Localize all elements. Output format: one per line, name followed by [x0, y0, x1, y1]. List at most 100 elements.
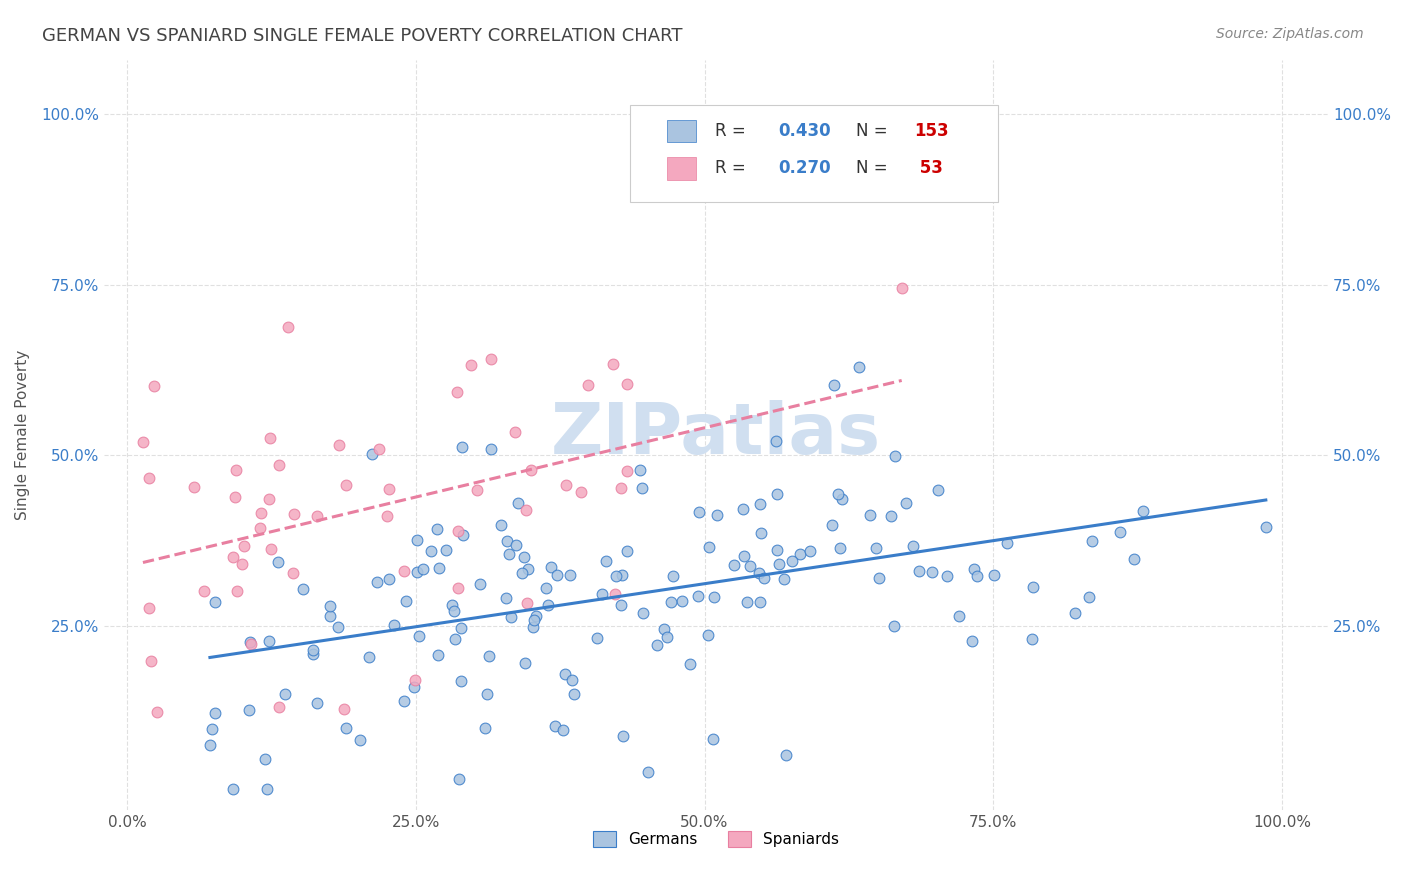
Spaniards [138, 470, 160, 484]
Germans [450, 440, 472, 454]
Germans [661, 595, 683, 609]
Germans [427, 560, 450, 574]
Germans [1064, 606, 1087, 620]
Germans [405, 566, 427, 580]
Germans [564, 687, 586, 701]
Germans [540, 560, 562, 574]
Spaniards [259, 431, 281, 445]
Germans [960, 634, 983, 648]
Germans [450, 673, 472, 688]
Germans [524, 609, 547, 624]
Germans [637, 764, 659, 779]
Germans [749, 526, 772, 541]
Germans [1021, 580, 1043, 594]
Germans [859, 508, 882, 522]
Germans [616, 544, 638, 558]
Germans [935, 569, 957, 583]
Spaniards [249, 506, 271, 520]
Germans [522, 620, 544, 634]
Germans [328, 620, 350, 634]
Germans [827, 487, 849, 501]
Germans [513, 656, 536, 670]
Germans [661, 569, 683, 583]
Spaniards [569, 485, 592, 500]
Germans [610, 599, 633, 613]
Spaniards [616, 376, 638, 391]
Germans [558, 568, 581, 582]
Spaniards [249, 521, 271, 535]
Text: 0.430: 0.430 [779, 122, 831, 140]
Germans [349, 733, 371, 747]
Germans [499, 610, 522, 624]
FancyBboxPatch shape [666, 157, 696, 179]
Germans [880, 509, 903, 524]
Germans [740, 559, 762, 574]
Spaniards [375, 508, 398, 523]
Spaniards [460, 358, 482, 372]
Germans [789, 547, 811, 561]
Text: N =: N = [856, 160, 893, 178]
Germans [768, 557, 790, 571]
Germans [723, 558, 745, 573]
Germans [444, 632, 467, 646]
Germans [377, 572, 399, 586]
Germans [512, 566, 534, 581]
Spaniards [281, 566, 304, 581]
Spaniards [277, 320, 299, 334]
Germans [1132, 504, 1154, 518]
Spaniards [221, 550, 243, 565]
Germans [748, 497, 770, 511]
Germans [1080, 533, 1102, 548]
Spaniards [183, 480, 205, 494]
Germans [204, 706, 226, 720]
Germans [479, 442, 502, 457]
Germans [441, 598, 464, 612]
Spaniards [447, 524, 470, 539]
Germans [821, 518, 844, 533]
Germans [688, 505, 710, 519]
Spaniards [305, 509, 328, 524]
Spaniards [616, 464, 638, 478]
Germans [631, 606, 654, 620]
Germans [765, 434, 787, 449]
Germans [948, 609, 970, 624]
Spaniards [259, 492, 281, 507]
Germans [752, 571, 775, 585]
Germans [551, 723, 574, 737]
Germans [586, 631, 609, 645]
Spaniards [333, 701, 356, 715]
Spaniards [269, 458, 291, 473]
Germans [496, 534, 519, 549]
Spaniards [328, 438, 350, 452]
Germans [995, 536, 1018, 550]
Germans [256, 782, 278, 797]
Germans [679, 657, 702, 671]
Germans [513, 549, 536, 564]
Germans [517, 562, 540, 576]
Germans [204, 595, 226, 609]
Germans [404, 680, 426, 694]
Germans [361, 447, 384, 461]
Text: R =: R = [714, 160, 751, 178]
Germans [612, 568, 634, 582]
Germans [830, 541, 852, 555]
Germans [831, 491, 853, 506]
Germans [495, 591, 517, 606]
Spaniards [555, 478, 578, 492]
Germans [772, 572, 794, 586]
Germans [238, 703, 260, 717]
Germans [505, 538, 527, 552]
Germans [731, 502, 754, 516]
Spaniards [576, 377, 599, 392]
Germans [645, 638, 668, 652]
Germans [903, 539, 925, 553]
Spaniards [146, 705, 169, 719]
Germans [697, 541, 720, 555]
Spaniards [335, 478, 357, 492]
Germans [591, 587, 613, 601]
Germans [395, 594, 418, 608]
FancyBboxPatch shape [666, 120, 696, 142]
Germans [420, 544, 443, 558]
Germans [477, 687, 499, 701]
Germans [434, 542, 457, 557]
